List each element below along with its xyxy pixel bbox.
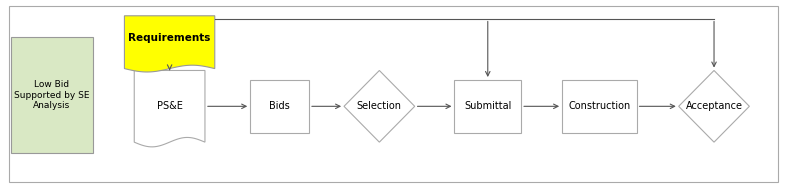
Bar: [562, 80, 637, 133]
Polygon shape: [124, 16, 215, 72]
Text: PS&E: PS&E: [157, 101, 183, 111]
Bar: [454, 80, 521, 133]
Polygon shape: [678, 70, 749, 142]
Polygon shape: [135, 70, 205, 147]
Text: Submittal: Submittal: [464, 101, 512, 111]
Bar: [10, 36, 93, 154]
Polygon shape: [344, 70, 415, 142]
Text: Acceptance: Acceptance: [685, 101, 742, 111]
Text: Selection: Selection: [357, 101, 402, 111]
Text: Construction: Construction: [568, 101, 630, 111]
Text: Low Bid
Supported by SE
Analysis: Low Bid Supported by SE Analysis: [14, 80, 90, 110]
Text: Requirements: Requirements: [128, 33, 211, 44]
Bar: [250, 80, 309, 133]
Text: Bids: Bids: [269, 101, 290, 111]
